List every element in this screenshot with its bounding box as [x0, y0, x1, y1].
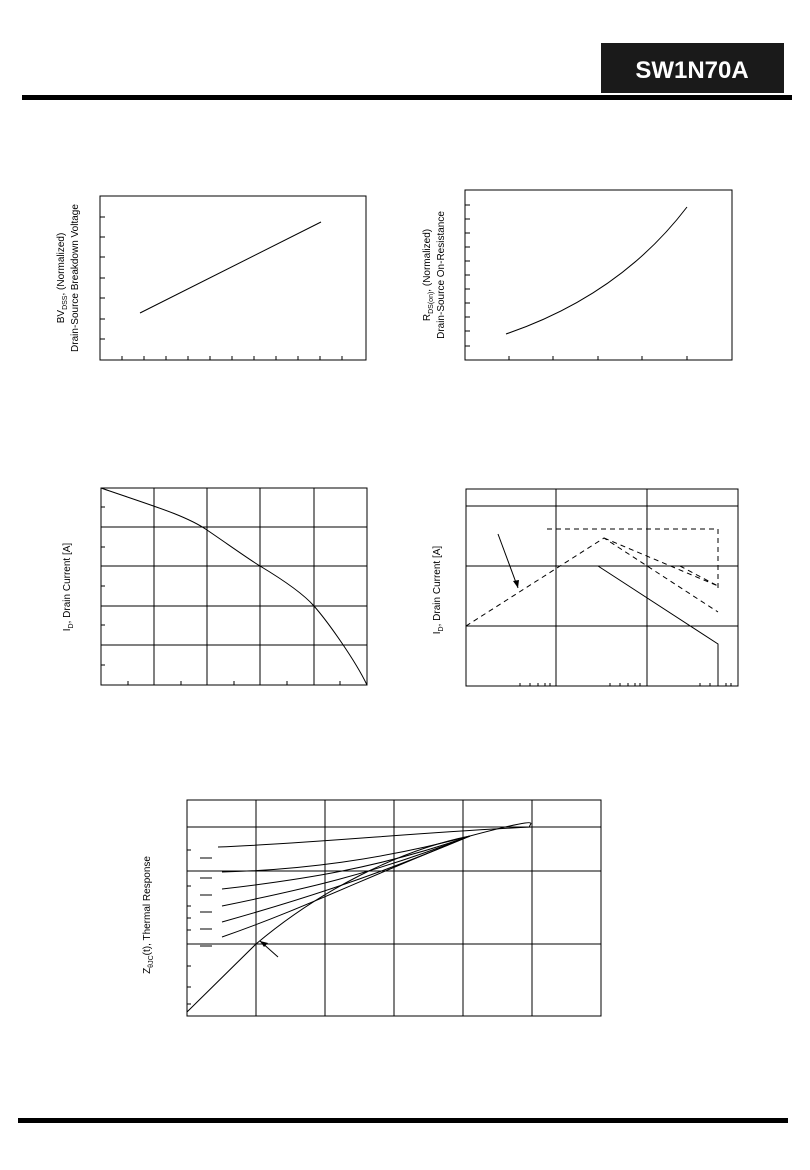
title-box [601, 43, 784, 93]
label-part: θJC [148, 955, 155, 967]
label-part: I [62, 628, 73, 631]
y-axis-label: BVDSS, (Normalized) [56, 233, 69, 324]
label-part: R [422, 314, 433, 321]
label-part: , (Normalized) [422, 229, 433, 292]
label-part: DS(on) [428, 292, 435, 314]
label-part: , Drain Current [A] [62, 543, 73, 624]
y-axis-label-line2: Drain-Source Breakdown Voltage [70, 204, 81, 352]
label-part: (t), Thermal Response [142, 856, 153, 956]
label-part: DSS [62, 295, 69, 310]
y-axis-label: ID, Drain Current [A] [62, 543, 75, 632]
figure-5: ZθJC(t), Thermal Response [142, 799, 602, 1017]
part-number: SW1N70A [635, 57, 748, 84]
y-axis-label: RDS(on), (Normalized) [422, 229, 435, 321]
y-axis-label: ZθJC(t), Thermal Response [142, 856, 155, 974]
label-part: BV [56, 310, 67, 324]
label-part: D [438, 626, 445, 631]
y-axis-label: ID, Drain Current [A] [432, 546, 445, 635]
y-axis-label-line2: Drain-Source On-Resistance [436, 211, 447, 339]
figure-1: BVDSS, (Normalized) Drain-Source Breakdo… [56, 195, 367, 361]
label-part: , Drain Current [A] [432, 546, 443, 627]
header-rule [22, 95, 792, 100]
label-part: , (Normalized) [56, 233, 67, 296]
figure-2: RDS(on), (Normalized) Drain-Source On-Re… [422, 189, 733, 361]
label-part: D [68, 623, 75, 628]
footer-rule [18, 1118, 788, 1123]
label-part: Z [142, 968, 153, 974]
label-part: I [432, 631, 443, 634]
figure-4: ID, Drain Current [A] [432, 488, 739, 687]
figure-3: ID, Drain Current [A] [62, 487, 368, 686]
